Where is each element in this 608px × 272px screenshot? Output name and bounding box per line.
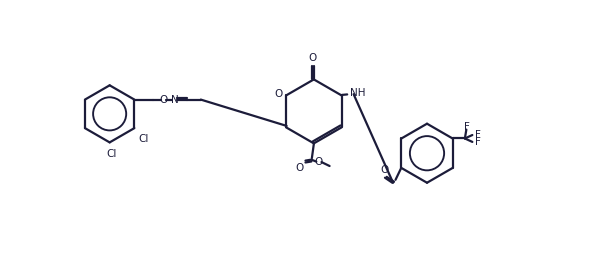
Text: O: O	[274, 89, 282, 99]
Text: Cl: Cl	[138, 134, 149, 144]
Text: O: O	[160, 95, 168, 105]
Text: O: O	[309, 53, 317, 63]
Text: O: O	[314, 157, 323, 167]
Text: N: N	[171, 95, 179, 105]
Text: O: O	[380, 165, 389, 175]
Text: NH: NH	[350, 88, 366, 98]
Text: Cl: Cl	[106, 149, 116, 159]
Text: F: F	[465, 122, 470, 132]
Text: F: F	[475, 129, 482, 140]
Text: F: F	[475, 137, 482, 147]
Text: O: O	[295, 163, 303, 172]
